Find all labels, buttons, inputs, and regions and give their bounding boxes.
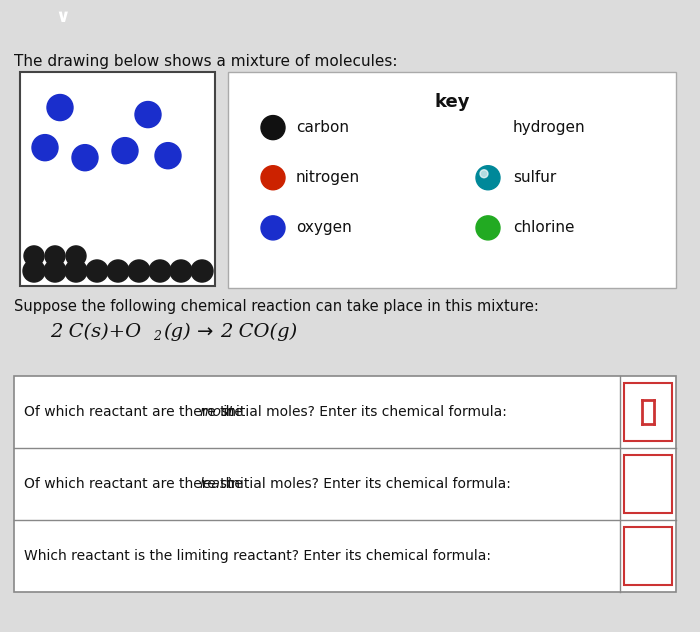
Circle shape (45, 246, 65, 266)
Text: Which reactant is the limiting reactant? Enter its chemical formula:: Which reactant is the limiting reactant?… (24, 549, 491, 563)
FancyBboxPatch shape (624, 384, 672, 441)
FancyBboxPatch shape (14, 376, 676, 592)
Text: 2: 2 (153, 330, 161, 343)
Text: initial moles? Enter its chemical formula:: initial moles? Enter its chemical formul… (223, 477, 511, 491)
Circle shape (480, 170, 488, 178)
Text: ∨: ∨ (56, 8, 70, 26)
Text: most: most (200, 405, 235, 419)
Text: Of which reactant are there the: Of which reactant are there the (24, 477, 247, 491)
Circle shape (72, 145, 98, 171)
Circle shape (476, 216, 500, 240)
Circle shape (32, 135, 58, 161)
Text: Of which reactant are there the: Of which reactant are there the (24, 405, 247, 419)
Circle shape (261, 216, 285, 240)
Text: Suppose the following chemical reaction can take place in this mixture:: Suppose the following chemical reaction … (14, 299, 539, 314)
Circle shape (112, 138, 138, 164)
Circle shape (191, 260, 213, 282)
Text: The drawing below shows a mixture of molecules:: The drawing below shows a mixture of mol… (14, 54, 398, 70)
FancyBboxPatch shape (624, 527, 672, 585)
FancyBboxPatch shape (624, 455, 672, 513)
Circle shape (128, 260, 150, 282)
Circle shape (44, 260, 66, 282)
Circle shape (86, 260, 108, 282)
Text: 2 C(s)+O: 2 C(s)+O (50, 323, 141, 341)
Circle shape (47, 95, 73, 121)
Circle shape (155, 143, 181, 169)
Circle shape (107, 260, 129, 282)
Text: key: key (434, 92, 470, 111)
FancyBboxPatch shape (20, 73, 215, 286)
Text: oxygen: oxygen (296, 221, 351, 235)
Text: least: least (200, 477, 234, 491)
Text: (g): (g) (163, 323, 190, 341)
Text: →: → (197, 323, 214, 342)
Text: sulfur: sulfur (513, 170, 557, 185)
Circle shape (23, 260, 45, 282)
Circle shape (65, 260, 87, 282)
Text: carbon: carbon (296, 120, 349, 135)
Circle shape (261, 116, 285, 140)
Circle shape (66, 246, 86, 266)
Circle shape (170, 260, 192, 282)
Circle shape (135, 102, 161, 128)
Text: 2 CO(g): 2 CO(g) (220, 323, 298, 341)
Text: chlorine: chlorine (513, 221, 575, 235)
Text: hydrogen: hydrogen (513, 120, 586, 135)
Text: initial moles? Enter its chemical formula:: initial moles? Enter its chemical formul… (218, 405, 507, 419)
Circle shape (261, 166, 285, 190)
Text: nitrogen: nitrogen (296, 170, 360, 185)
Circle shape (477, 116, 499, 138)
FancyBboxPatch shape (228, 73, 676, 288)
Circle shape (24, 246, 44, 266)
Circle shape (476, 166, 500, 190)
Circle shape (149, 260, 171, 282)
